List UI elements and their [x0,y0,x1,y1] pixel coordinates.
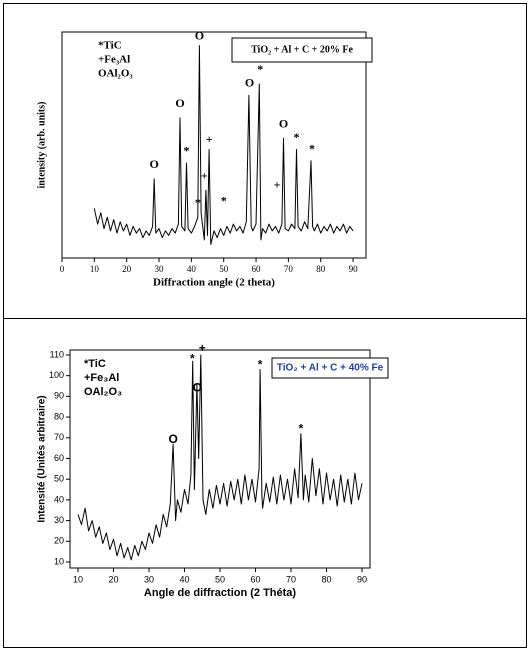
peak-marker: * [221,193,227,207]
legend-label: OAl₂O₃ [98,68,133,80]
x-tick-label: 80 [316,264,326,274]
x-tick-label: 0 [60,264,65,274]
sample-label: TiO₂ + Al + C + 40% Fe [277,363,384,374]
x-tick-label: 20 [108,574,118,584]
x-tick-label: 80 [322,574,332,584]
peak-marker: + [199,341,206,355]
x-tick-label: 70 [286,574,296,584]
legend-label: +Fe₃Al [98,54,130,66]
legend-label: *TiC [98,40,122,52]
x-tick-label: 30 [144,574,154,584]
chart-panel: 0 10 20 30 40 50 60 70 80 90 Diffraction angle (2 … [36,28,373,289]
x-tick-label: 50 [215,574,225,584]
x-tick-label: 90 [357,574,367,584]
x-tick-label: 40 [187,264,197,274]
peak-marker: O [149,157,158,171]
y-tick-label: 100 [49,370,64,380]
peak-marker: O [175,96,184,110]
peak-marker: * [299,422,304,436]
peak-marker: O [168,432,177,446]
x-tick-label: 10 [90,264,100,274]
y-tick-label: 90 [54,391,64,401]
legend-label: +Fe₃Al [84,372,119,384]
x-tick-label: 90 [349,264,359,274]
x-tick-label: 30 [155,264,165,274]
xrd-line [77,354,363,561]
peak-marker: + [274,177,281,191]
y-tick-label: 40 [54,494,64,504]
x-tick-label: 60 [252,264,262,274]
peak-marker: * [257,62,263,76]
xrd-line [93,45,354,245]
y-tick-label: 20 [54,536,64,546]
peak-marker: O [245,76,254,90]
peak-marker: * [190,351,195,365]
peak-marker: + [206,132,213,146]
x-tick-label: 50 [219,264,229,274]
y-tick-label: 50 [54,474,64,484]
y-tick-label: 30 [54,515,64,525]
peak-marker: * [309,141,315,155]
peak-marker: O [195,28,204,42]
x-tick-label: 10 [73,574,83,584]
y-tick-label: 60 [54,453,64,463]
y-tick-label: 80 [54,411,64,421]
x-tick-label: 40 [179,574,189,584]
outer-border [3,3,527,648]
y-tick-label: 110 [50,349,64,359]
peak-marker: * [184,144,190,158]
peak-marker: + [201,168,208,182]
x-tick-label: 20 [122,264,132,274]
chart-panel: 10 20 30 40 50 60 70 80 90 10 20 30 40 50 60 70 80 90 100 1… [37,341,389,599]
legend-label: OAl₂O₃ [84,386,122,398]
x-axis-label: Diffraction angle (2 theta) [153,277,275,289]
y-tick-label: 70 [54,432,64,442]
y-axis-label: Intensité (Unités arbitraire) [37,395,48,522]
sample-box [271,357,389,379]
y-axis-label: intensity (arb. units) [36,102,47,189]
plot-frame [61,31,367,259]
sample-label: TiO₂ + Al + C + 20% Fe [251,44,353,55]
y-tick-label: 10 [54,556,64,566]
x-tick-label: 70 [284,264,294,274]
x-tick-label: 60 [250,574,260,584]
peak-marker: O [279,116,288,130]
peak-marker: * [258,357,263,371]
sample-box [231,37,373,63]
x-axis-label: Angle de diffraction (2 Théta) [144,587,297,599]
peak-marker: * [293,130,299,144]
legend-label: *TiC [84,358,106,370]
